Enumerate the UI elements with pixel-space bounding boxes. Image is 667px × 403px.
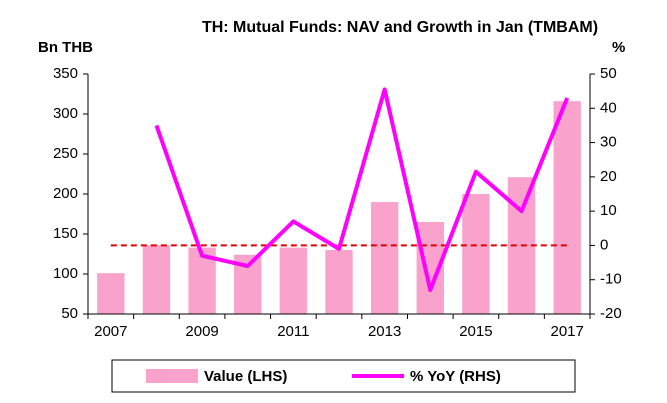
bar [370,202,399,314]
bar [279,247,308,314]
y-tick-label: 50 [61,305,78,322]
y2-tick-label: 10 [600,202,617,219]
legend-swatch [146,369,198,383]
line [154,87,570,292]
y-tick-label: 150 [53,225,78,242]
y-tick-label: 250 [53,145,78,162]
y2-axis-label: % [612,39,625,56]
x-tick-label: 2015 [459,323,492,340]
bar [325,250,353,314]
x-tick-label: 2009 [185,323,218,340]
y2-tick-label: 50 [600,65,617,82]
y2-tick-label: 40 [600,99,617,116]
bar [462,194,490,314]
x-tick-label: 2011 [277,323,309,340]
y2-tick-label: 0 [600,236,608,253]
y-axis-label: Bn THB [38,39,93,56]
y2-tick-label: -20 [600,305,622,322]
x-tick-label: 2007 [94,323,127,340]
bar [97,273,125,314]
y-tick-label: 350 [53,65,78,82]
y-tick-label: 100 [53,265,78,282]
y-tick-label: 200 [53,185,78,202]
chart-title: TH: Mutual Funds: NAV and Growth in Jan … [201,19,599,36]
x-tick-label: 2013 [368,323,401,340]
legend-label: % YoY (RHS) [410,368,501,385]
legend-label: Value (LHS) [204,368,287,385]
y2-tick-label: -10 [600,271,622,288]
bar [553,101,581,314]
y-tick-label: 300 [53,105,78,122]
y2-tick-label: 20 [600,168,617,185]
bar [142,245,171,314]
y2-tick-label: 30 [600,134,617,151]
x-tick-label: 2017 [550,323,583,340]
